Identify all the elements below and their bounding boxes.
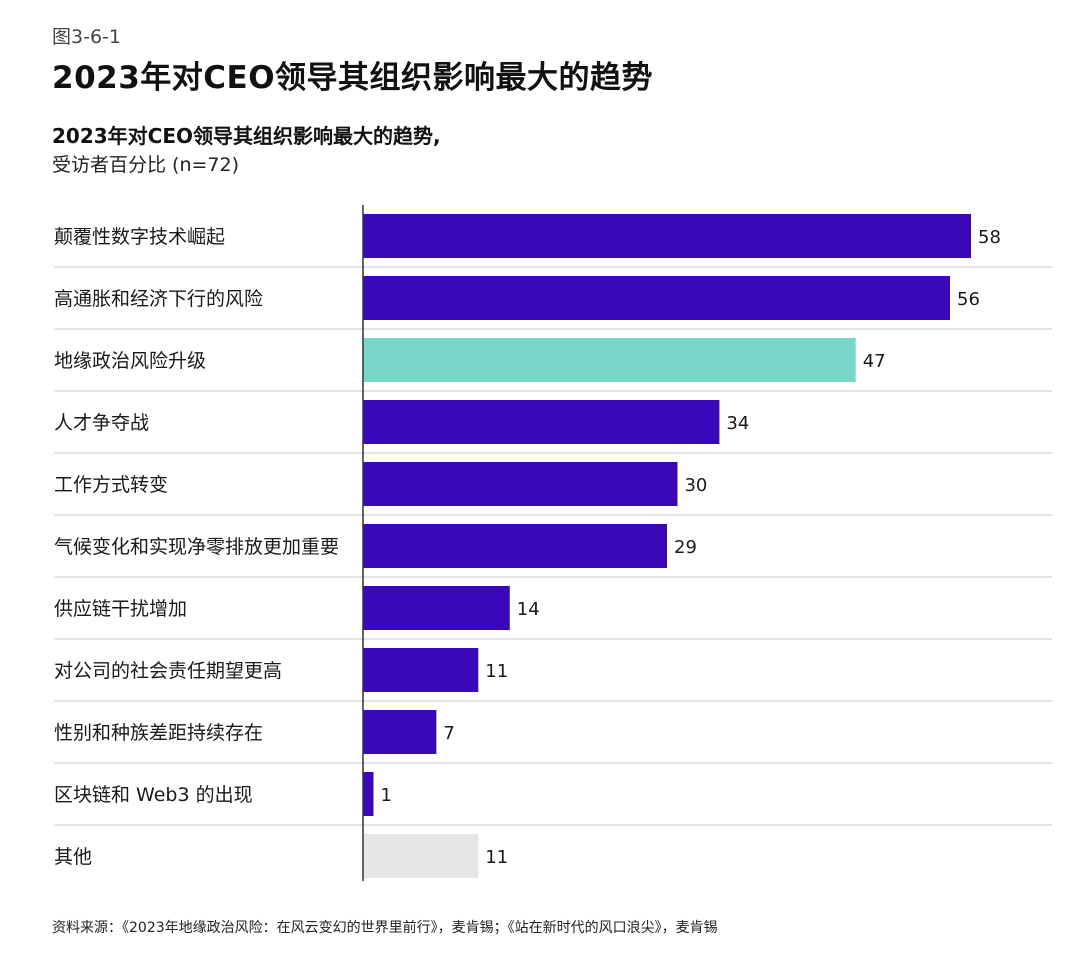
category-label: 其他	[54, 846, 92, 868]
bar	[363, 214, 971, 258]
bar	[363, 524, 667, 568]
value-label: 30	[684, 475, 707, 496]
bar	[363, 834, 479, 878]
bar-chart: 颠覆性数字技术崛起 58 高通胀和经济下行的风险 56 地缘政治风险升级 47 人才争夺战 3…	[54, 205, 1052, 881]
bar	[363, 400, 720, 444]
value-label: 29	[674, 537, 697, 558]
value-label: 47	[863, 351, 886, 372]
value-label: 1	[380, 785, 391, 806]
category-label: 供应链干扰增加	[54, 598, 187, 620]
category-label: 人才争夺战	[54, 412, 149, 434]
source-note: 资料来源：《2023年地缘政治风险：在风云变幻的世界里前行》，麦肯锡；《站在新时…	[52, 920, 718, 936]
figure-label: 图3-6-1	[52, 26, 121, 48]
value-label: 7	[443, 723, 454, 744]
category-label: 高通胀和经济下行的风险	[54, 288, 263, 310]
value-label: 34	[726, 413, 749, 434]
category-label: 对公司的社会责任期望更高	[54, 660, 282, 682]
bar	[363, 772, 374, 816]
bar	[363, 586, 510, 630]
bar	[363, 648, 479, 692]
bar	[363, 710, 437, 754]
category-label: 颠覆性数字技术崛起	[54, 226, 225, 248]
value-label: 11	[485, 661, 508, 682]
category-label: 区块链和 Web3 的出现	[54, 784, 253, 806]
category-label: 工作方式转变	[54, 474, 168, 496]
value-label: 58	[978, 227, 1001, 248]
value-label: 56	[957, 289, 980, 310]
chart-subtitle: 受访者百分比 (n=72)	[52, 154, 240, 176]
bar	[363, 462, 678, 506]
category-label: 地缘政治风险升级	[54, 350, 206, 372]
category-label: 性别和种族差距持续存在	[54, 722, 263, 744]
chart-title: 2023年对CEO领导其组织影响最大的趋势,	[52, 124, 441, 148]
value-label: 14	[517, 599, 540, 620]
value-label: 11	[485, 847, 508, 868]
category-label: 气候变化和实现净零排放更加重要	[54, 536, 339, 558]
bar	[363, 338, 856, 382]
page-title: 2023年对CEO领导其组织影响最大的趋势	[52, 60, 654, 96]
bar	[363, 276, 951, 320]
